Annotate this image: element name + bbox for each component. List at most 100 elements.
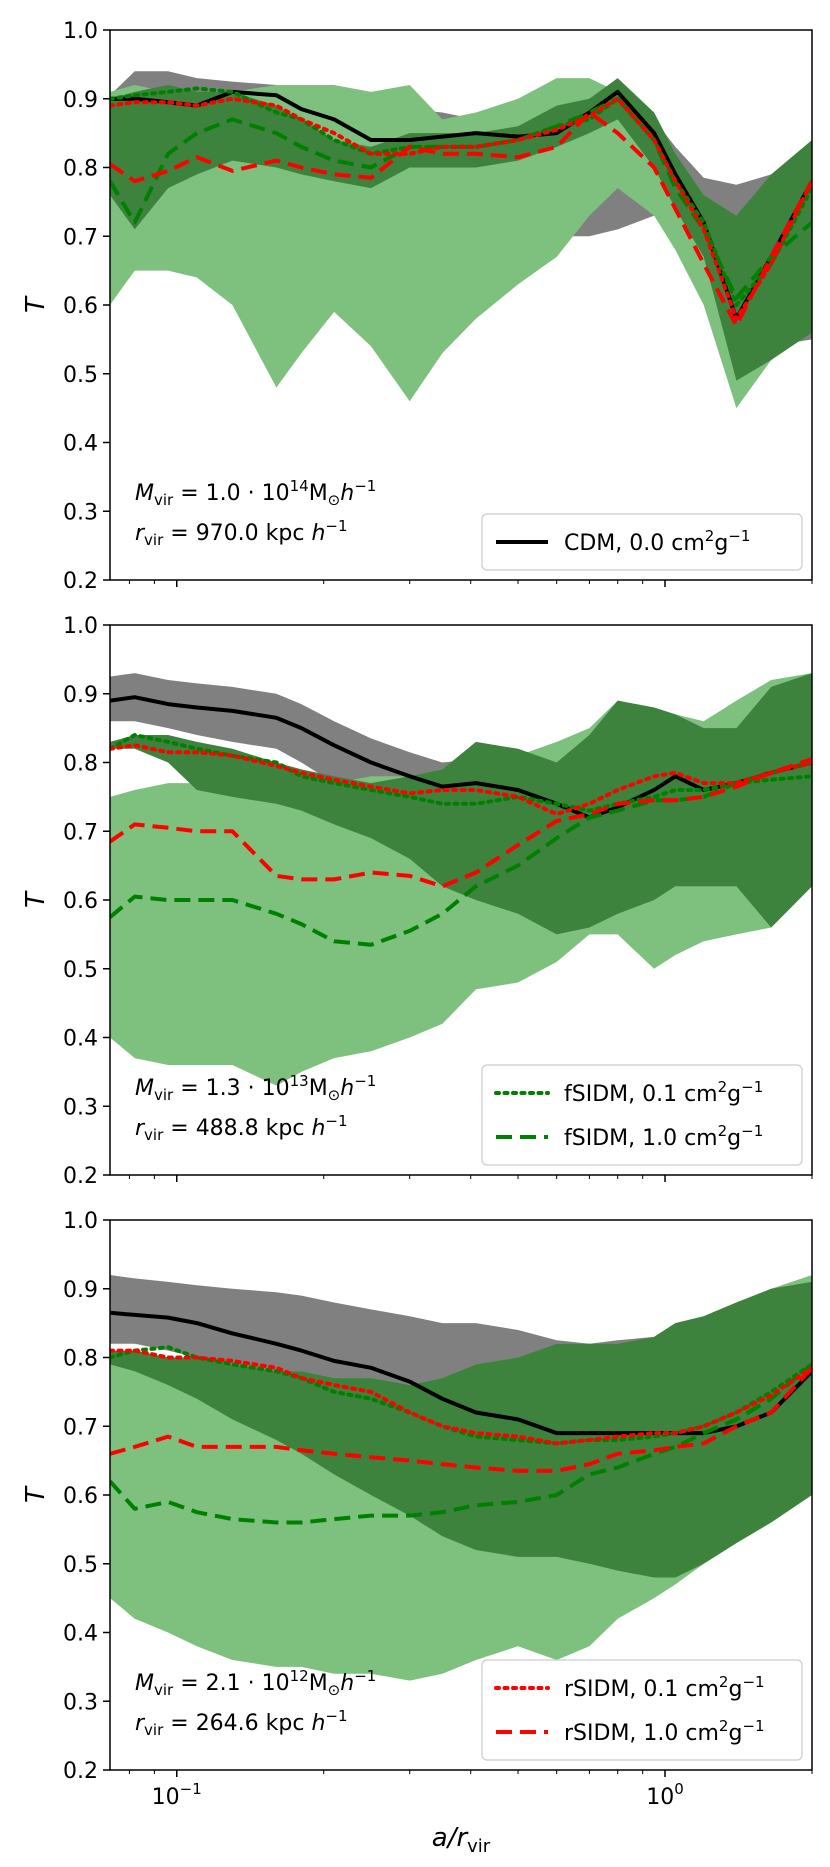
mvir-exponent: 13 bbox=[290, 1072, 309, 1090]
legend-label-text: rSIDM, 1.0 cm bbox=[564, 1721, 719, 1746]
g-exponent: −1 bbox=[742, 1673, 764, 1691]
h-symbol: h bbox=[304, 1116, 325, 1141]
y-tick-label: 0.6 bbox=[63, 1484, 98, 1509]
legend-box bbox=[481, 1064, 803, 1166]
legend-label-tail: g bbox=[727, 1126, 741, 1151]
mvir-value: 1.0 · 10 bbox=[206, 481, 290, 506]
y-tick-label: 0.2 bbox=[63, 569, 98, 594]
rvir-symbol: r bbox=[135, 1116, 146, 1141]
series-line-rsidm-0-1 bbox=[110, 743, 812, 817]
plot-area bbox=[110, 1275, 812, 1681]
series-line-rsidm-1-0 bbox=[110, 757, 812, 889]
mvir-exponent: 12 bbox=[290, 1667, 309, 1685]
y-tick-label: 1.0 bbox=[63, 614, 98, 639]
panel-2: 0.2 0.3 0.4 0.5 0.6 0.7 0.8 0.9 1.0 T Mvir = 1.3 ·… bbox=[21, 614, 813, 1189]
y-tick-label: 0.5 bbox=[63, 363, 98, 388]
rvir-value: 264.6 kpc bbox=[196, 1711, 305, 1736]
legend-label-text: fSIDM, 1.0 cm bbox=[564, 1126, 718, 1151]
g-exponent: −1 bbox=[742, 1717, 764, 1735]
y-tick-label: 0.7 bbox=[63, 1415, 98, 1440]
legend-label-text: rSIDM, 0.1 cm bbox=[564, 1677, 719, 1702]
mvir-unit: M bbox=[309, 1671, 328, 1696]
mvir-symbol: M bbox=[135, 1076, 154, 1101]
y-tick-label: 0.4 bbox=[63, 1027, 98, 1052]
legend-label-cdm: CDM, 0.0 cm2g−1 bbox=[564, 527, 750, 556]
series-line-rsidm-1-0 bbox=[110, 1366, 812, 1473]
h-exponent: −1 bbox=[325, 1707, 347, 1725]
g-exponent: −1 bbox=[728, 527, 750, 545]
mvir-value: 2.1 · 10 bbox=[206, 1671, 290, 1696]
panel-1: 0.2 0.3 0.4 0.5 0.6 0.7 0.8 0.9 1.0 T Mvir = 1.0 ·… bbox=[21, 19, 813, 594]
band-fsidm-1-0-spread bbox=[110, 78, 812, 381]
y-tick-label: 0.6 bbox=[63, 889, 98, 914]
mvir-exponent: 14 bbox=[290, 477, 309, 495]
series-line-cdm bbox=[110, 695, 812, 820]
mvir-equals: = bbox=[173, 481, 205, 506]
y-tick-label: 0.4 bbox=[63, 1622, 98, 1647]
series-line-rsidm-0-1 bbox=[110, 1348, 812, 1446]
cm-exponent: 2 bbox=[705, 527, 715, 545]
y-tick-label: 0.3 bbox=[63, 1690, 98, 1715]
cm-exponent: 2 bbox=[718, 1078, 728, 1096]
legend-label-tail: g bbox=[728, 1721, 742, 1746]
mvir-unit: M bbox=[309, 481, 328, 506]
mvir-annotation: Mvir = 1.3 · 1013M⊙h−1 bbox=[135, 1072, 376, 1104]
y-tick-label: 0.8 bbox=[63, 157, 98, 182]
rvir-symbol: r bbox=[135, 521, 146, 546]
y-tick-label: 0.9 bbox=[63, 88, 98, 113]
rvir-annotation: rvir = 264.6 kpc h−1 bbox=[135, 1707, 348, 1739]
series-line-fsidm-1-0 bbox=[110, 1362, 812, 1525]
rvir-subscript: vir bbox=[144, 531, 164, 549]
h-exponent: −1 bbox=[354, 1667, 376, 1685]
rvir-symbol: r bbox=[135, 1711, 146, 1736]
mvir-subscript: vir bbox=[154, 1681, 174, 1699]
series-line-rsidm-0-1 bbox=[110, 96, 812, 321]
series-line-fsidm-1-0 bbox=[110, 96, 812, 301]
g-exponent: −1 bbox=[741, 1078, 763, 1096]
h-symbol: h bbox=[340, 481, 354, 506]
x-axis-label-sub: vir bbox=[467, 1836, 491, 1857]
y-tick-label: 0.7 bbox=[63, 820, 98, 845]
mvir-symbol: M bbox=[135, 481, 154, 506]
h-exponent: −1 bbox=[325, 517, 347, 535]
x-tick-label: 100 bbox=[646, 1780, 684, 1810]
legend-label-rsidm01: rSIDM, 0.1 cm2g−1 bbox=[564, 1673, 765, 1702]
rvir-equals: = bbox=[163, 1116, 195, 1141]
legend-box bbox=[481, 513, 803, 571]
h-exponent: −1 bbox=[354, 477, 376, 495]
y-tick-label: 0.3 bbox=[63, 1095, 98, 1120]
rvir-value: 970.0 kpc bbox=[196, 521, 305, 546]
x-tick-exp: 0 bbox=[674, 1780, 684, 1798]
y-tick-label: 0.9 bbox=[63, 683, 98, 708]
rvir-equals: = bbox=[163, 521, 195, 546]
legend-label-fsidm10: fSIDM, 1.0 cm2g−1 bbox=[564, 1122, 763, 1151]
y-tick-label: 0.2 bbox=[63, 1759, 98, 1784]
y-axis-label: T bbox=[21, 295, 51, 313]
msun-subscript: ⊙ bbox=[328, 1681, 341, 1699]
x-axis-label-main: a/r bbox=[432, 1823, 470, 1853]
plot-area bbox=[110, 673, 812, 1086]
legend-label-tail: g bbox=[728, 1677, 742, 1702]
y-axis-label: T bbox=[21, 1485, 51, 1503]
rvir-value: 488.8 kpc bbox=[196, 1116, 305, 1141]
legend-label-text: CDM, 0.0 cm bbox=[564, 531, 705, 556]
y-tick-label: 0.4 bbox=[63, 432, 98, 457]
h-symbol: h bbox=[304, 1711, 325, 1736]
h-exponent: −1 bbox=[325, 1112, 347, 1130]
mvir-unit: M bbox=[309, 1076, 328, 1101]
series-line-cdm bbox=[110, 1310, 812, 1436]
legend-label-tail: g bbox=[714, 531, 728, 556]
legend-label-text: fSIDM, 0.1 cm bbox=[564, 1082, 718, 1107]
cm-exponent: 2 bbox=[718, 1122, 728, 1140]
rvir-annotation: rvir = 488.8 kpc h−1 bbox=[135, 1112, 348, 1144]
h-symbol: h bbox=[340, 1076, 354, 1101]
rvir-subscript: vir bbox=[144, 1721, 164, 1739]
rvir-subscript: vir bbox=[144, 1126, 164, 1144]
msun-subscript: ⊙ bbox=[328, 491, 341, 509]
y-tick-label: 0.7 bbox=[63, 225, 98, 250]
y-tick-label: 0.9 bbox=[63, 1278, 98, 1303]
mvir-equals: = bbox=[173, 1076, 205, 1101]
y-tick-label: 0.6 bbox=[63, 294, 98, 319]
y-tick-label: 0.3 bbox=[63, 500, 98, 525]
